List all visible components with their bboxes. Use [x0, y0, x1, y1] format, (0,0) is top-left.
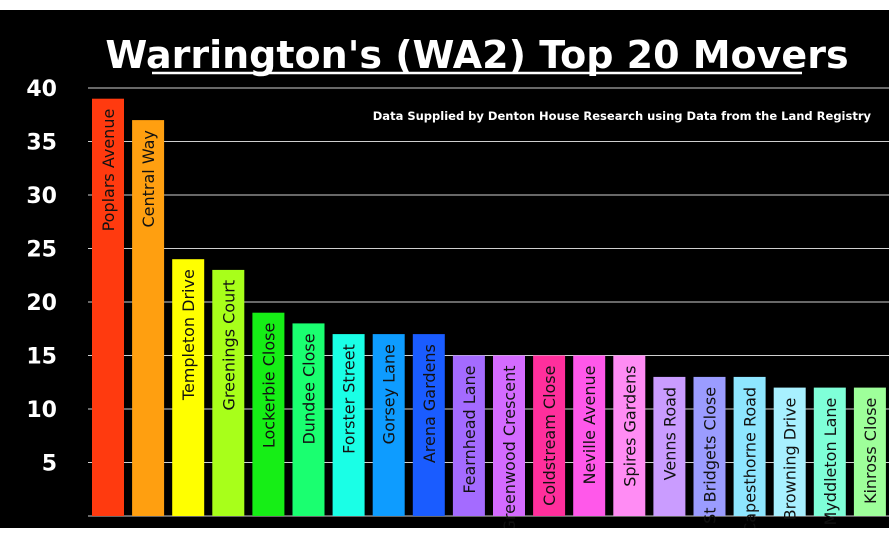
bar-label: Dundee Close — [300, 333, 319, 444]
bar-label: Gorsey Lane — [380, 344, 399, 444]
bar — [533, 355, 566, 516]
chart-area: Warrington's (WA2) Top 20 Movers 5 10 15 20… — [0, 10, 889, 528]
y-tick-label: 35 — [26, 131, 57, 156]
bar-chart: Warrington's (WA2) Top 20 Movers 5 10 15 20… — [26, 33, 889, 529]
bar — [853, 387, 886, 516]
bar-label: Greenwood Crescent — [500, 366, 519, 529]
bar — [733, 376, 766, 516]
bar — [613, 355, 646, 516]
bar — [292, 323, 325, 516]
bar-label: Myddleton Lane — [821, 398, 840, 526]
bar-label: Templeton Drive — [179, 269, 198, 401]
bar-label: Venns Road — [660, 387, 679, 480]
y-tick-label: 5 — [42, 452, 57, 477]
bar — [693, 376, 726, 516]
bar-label: Capesthorne Road — [741, 387, 760, 528]
y-tick-label: 15 — [26, 345, 57, 370]
bar — [172, 259, 205, 516]
bar — [372, 334, 405, 516]
chart-subtitle: Data Supplied by Denton House Research u… — [373, 109, 872, 123]
bar — [412, 334, 445, 516]
bar — [132, 120, 165, 516]
y-tick-label: 30 — [26, 184, 57, 209]
y-axis: 5 10 15 20 25 30 35 40 — [26, 77, 57, 477]
y-tick-label: 40 — [26, 77, 57, 102]
bar — [813, 387, 846, 516]
gridlines — [88, 87, 889, 517]
bar — [452, 355, 485, 516]
bar — [92, 98, 124, 516]
y-tick-label: 25 — [26, 238, 57, 263]
bar-label: Coldstream Close — [540, 366, 559, 506]
bar — [332, 334, 365, 516]
bar-label: Central Way — [139, 130, 158, 227]
bar-label: Greenings Court — [219, 280, 238, 411]
bar-label: Arena Gardens — [420, 344, 439, 463]
bar — [212, 269, 245, 516]
bar-label: Kinross Close — [861, 398, 880, 504]
bar-label: Fearnhead Lane — [460, 366, 479, 494]
bar-label: Browning Drive — [781, 398, 800, 521]
y-tick-label: 10 — [26, 398, 57, 423]
bar-label: Forster Street — [340, 344, 359, 454]
bar-label: Lockerbie Close — [259, 323, 278, 448]
y-tick-label: 20 — [26, 291, 57, 316]
bars: Poplars Avenue Central Way Templeton Drive… — [92, 98, 886, 529]
chart-title: Warrington's (WA2) Top 20 Movers — [105, 33, 848, 77]
bar — [252, 312, 285, 516]
bar-label: Spires Gardens — [620, 366, 639, 487]
bar — [773, 387, 806, 516]
bar — [653, 376, 686, 516]
bar — [573, 355, 606, 516]
bar — [493, 355, 525, 516]
bar-label: Neville Avenue — [580, 366, 599, 485]
bar-label: St Bridgets Close — [701, 387, 720, 524]
bar-label: Poplars Avenue — [99, 109, 118, 232]
